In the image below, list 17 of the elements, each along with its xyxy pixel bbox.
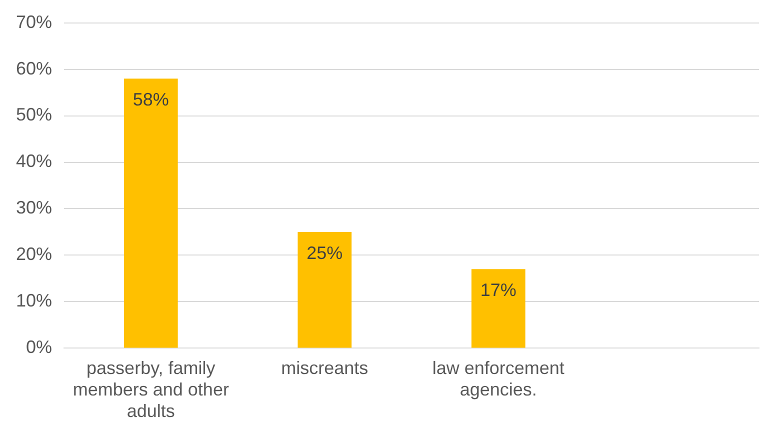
- y-tick-label: 70%: [16, 12, 52, 32]
- y-tick-label: 40%: [16, 151, 52, 172]
- y-tick-label: 10%: [16, 290, 52, 311]
- x-tick-label: law enforcement agencies.: [432, 358, 564, 400]
- x-tick-label: miscreants: [281, 358, 368, 378]
- bar: [124, 78, 178, 348]
- bar: [298, 232, 352, 348]
- y-tick-label: 60%: [16, 58, 52, 78]
- data-label: 17%: [480, 280, 516, 300]
- data-label: 25%: [306, 242, 343, 263]
- y-tick-label: 0%: [26, 337, 52, 358]
- y-tick-label: 50%: [16, 104, 52, 125]
- bar: [471, 269, 526, 348]
- y-tick-label: 20%: [16, 244, 52, 264]
- data-label: 58%: [132, 90, 169, 110]
- y-tick-label: 30%: [16, 198, 52, 218]
- x-tick-label: passerby, family members and other adults: [72, 358, 229, 422]
